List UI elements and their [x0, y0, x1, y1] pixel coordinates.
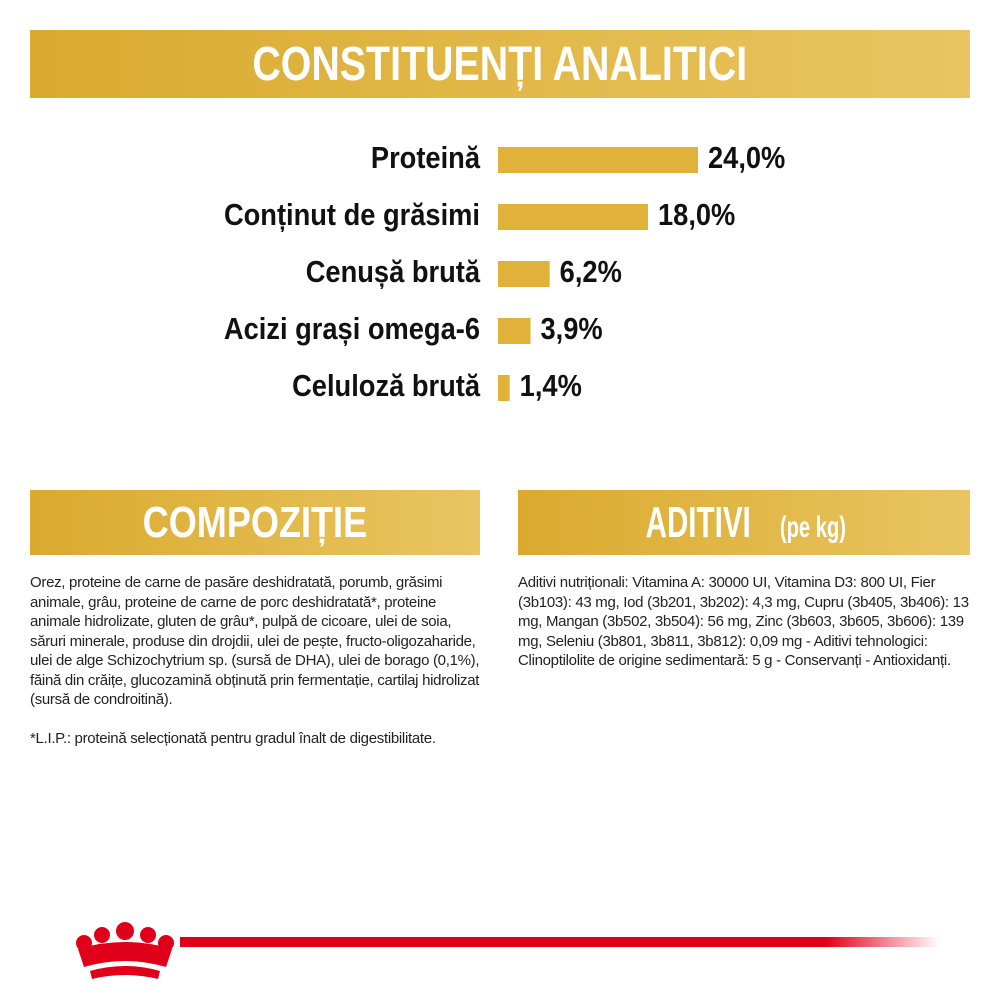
value-label: 6,2% [560, 256, 622, 290]
additives-text: Aditivi nutriționali: Vitamina A: 30000 … [518, 573, 973, 690]
crown-logo [76, 922, 174, 979]
category-label: Acizi grași omega-6 [224, 313, 480, 347]
category-label: Proteină [371, 142, 481, 176]
bar [498, 375, 510, 401]
additives-band: ADITIVI (pe kg) [518, 490, 970, 555]
title-band: CONSTITUENȚI ANALITICI [30, 30, 970, 98]
bar [498, 147, 698, 173]
category-label: Celuloză brută [292, 370, 481, 404]
composition-band: COMPOZIȚIE [30, 490, 480, 555]
chart-title: CONSTITUENȚI ANALITICI [252, 37, 748, 91]
paragraph: *L.I.P.: proteină selecționată pentru gr… [30, 729, 436, 747]
chart: Proteină 24,0% Conținut de grăsimi 18,0% Cen… [224, 142, 785, 404]
composition-title: COMPOZIȚIE [142, 497, 368, 547]
value-label: 24,0% [708, 142, 785, 176]
footer [76, 922, 940, 979]
value-label: 1,4% [520, 370, 582, 404]
bar [498, 261, 550, 287]
composition-text: Orez, proteine de carne de pasăre deshid… [30, 573, 485, 767]
category-label: Conținut de grăsimi [224, 199, 480, 233]
paragraph: Aditivi nutriționali: Vitamina A: 30000 … [518, 574, 969, 669]
category-label: Cenușă brută [306, 256, 481, 290]
value-label: 3,9% [541, 313, 603, 347]
footer-line [180, 937, 940, 947]
additives-title-suffix: (pe kg) [780, 510, 847, 544]
value-label: 18,0% [658, 199, 735, 233]
additives-title-wrap: ADITIVI (pe kg) [635, 498, 854, 548]
paragraph: Orez, proteine de carne de pasăre deshid… [30, 574, 480, 708]
additives-title: ADITIVI [646, 497, 752, 547]
bar [498, 204, 648, 230]
bar [498, 318, 531, 344]
